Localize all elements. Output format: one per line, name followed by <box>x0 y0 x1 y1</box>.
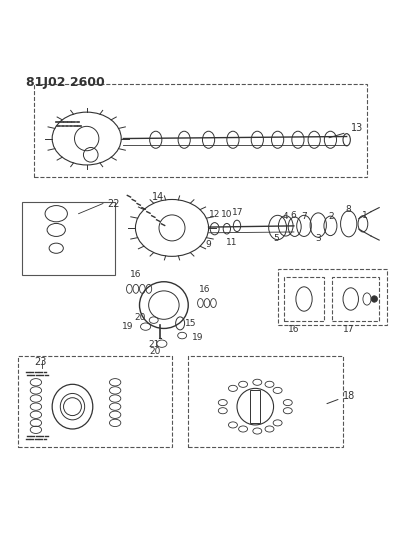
Circle shape <box>371 296 378 302</box>
Text: 21: 21 <box>148 341 160 350</box>
Text: 13: 13 <box>351 123 363 133</box>
Text: 2: 2 <box>328 213 334 221</box>
Text: 12: 12 <box>209 210 220 219</box>
Text: 11: 11 <box>226 238 238 247</box>
Bar <box>333 277 379 321</box>
Text: 19: 19 <box>122 322 133 331</box>
Bar <box>18 356 172 447</box>
Text: 20: 20 <box>134 313 146 322</box>
Text: 3: 3 <box>315 233 321 243</box>
Bar <box>278 269 387 326</box>
Text: 7: 7 <box>301 212 307 221</box>
Text: 6: 6 <box>290 211 296 220</box>
Text: 14: 14 <box>152 192 164 201</box>
Text: 1: 1 <box>362 211 368 220</box>
Text: 4: 4 <box>283 213 289 221</box>
Text: 16: 16 <box>130 271 141 279</box>
Text: 5: 5 <box>273 235 279 244</box>
Text: 9: 9 <box>206 240 211 249</box>
Bar <box>34 84 367 177</box>
Bar <box>22 201 115 274</box>
Bar <box>250 390 260 423</box>
Text: 15: 15 <box>185 319 196 328</box>
Text: 8: 8 <box>346 205 352 214</box>
Text: 17: 17 <box>232 208 244 217</box>
Text: 81J02 2600: 81J02 2600 <box>26 76 105 88</box>
Bar <box>188 356 343 447</box>
Text: 16: 16 <box>199 285 210 294</box>
Text: 20: 20 <box>149 347 161 356</box>
Bar <box>284 277 324 321</box>
Text: 16: 16 <box>288 325 300 334</box>
Text: 17: 17 <box>343 325 355 334</box>
Text: 22: 22 <box>107 198 119 208</box>
Text: 23: 23 <box>35 357 47 367</box>
Text: 10: 10 <box>221 210 233 219</box>
Text: 19: 19 <box>191 333 203 342</box>
Text: 18: 18 <box>343 392 355 401</box>
